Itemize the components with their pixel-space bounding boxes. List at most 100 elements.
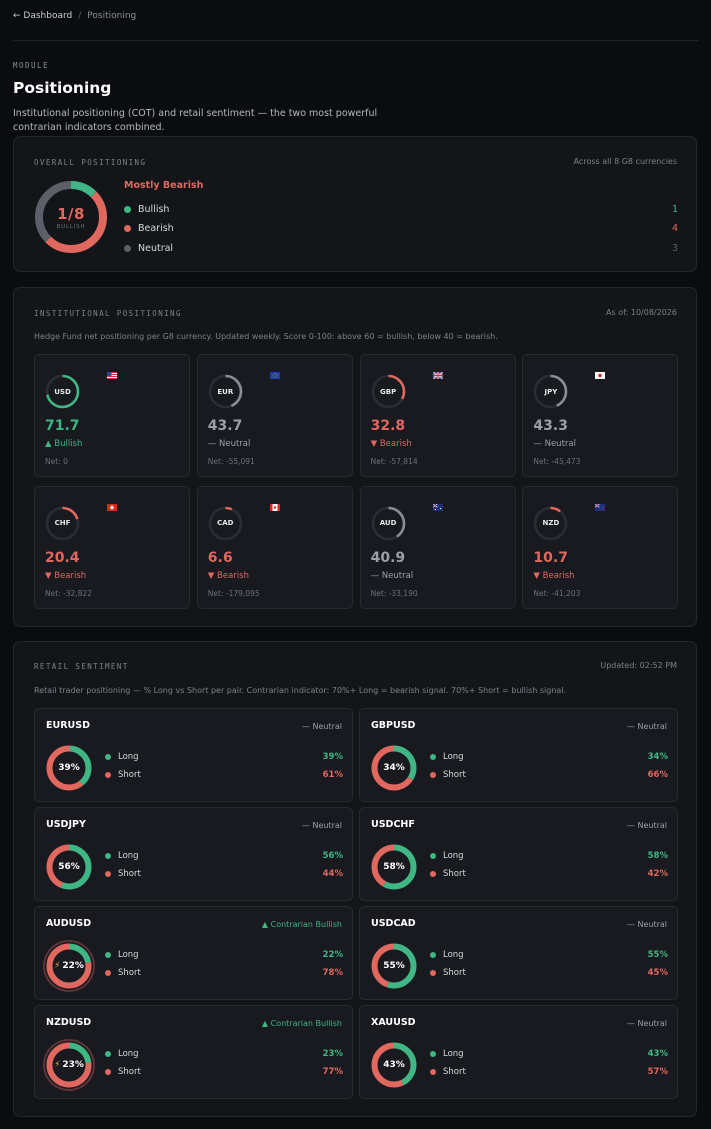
lightning-icon: ⚡ bbox=[54, 1060, 61, 1070]
short-dot bbox=[105, 871, 111, 877]
long-dot bbox=[105, 754, 111, 760]
pair-tile-audusd[interactable]: AUDUSD ▲ Contrarian Bullish ⚡ 22% Long 22% Sho… bbox=[34, 906, 353, 1000]
module-label: MODULE bbox=[13, 61, 50, 70]
long-label: Long bbox=[118, 851, 139, 861]
currency-tile-nzd[interactable]: NZD 10.7 ▼ Bearish Net: -41,203 bbox=[522, 485, 679, 609]
currency-score: 40.9 bbox=[370, 549, 406, 566]
pair-signal: — Neutral bbox=[301, 722, 342, 731]
currency-net: Net: 0 bbox=[45, 457, 68, 466]
currency-net: Net: -55,091 bbox=[207, 457, 255, 466]
back-to-dashboard-link[interactable]: ← Dashboard bbox=[13, 11, 73, 21]
pair-tile-gbpusd[interactable]: GBPUSD — Neutral 34% Long 34% Short 66% bbox=[359, 708, 678, 802]
currency-tile-jpy[interactable]: JPY 43.3 — Neutral Net: -45,473 bbox=[522, 354, 679, 477]
currency-score: 10.7 bbox=[533, 549, 568, 566]
long-dot bbox=[430, 952, 436, 958]
score-ring bbox=[371, 506, 405, 540]
score-ring bbox=[45, 506, 80, 540]
long-dot bbox=[430, 853, 436, 859]
retail-description: Retail trader positioning — % Long vs Sh… bbox=[34, 686, 567, 695]
long-value: 22% bbox=[322, 950, 343, 960]
short-row: Short 45% bbox=[430, 968, 668, 978]
short-label: Short bbox=[443, 869, 466, 879]
pair-donut bbox=[371, 943, 417, 989]
short-value: 61% bbox=[322, 770, 343, 780]
ca-flag-icon bbox=[269, 496, 280, 511]
overall-positioning-card: OVERALL POSITIONING Across all 8 G8 curr… bbox=[13, 136, 697, 272]
pair-donut bbox=[46, 943, 92, 989]
currency-tile-aud[interactable]: AUD 40.9 — Neutral Net: -33,190 bbox=[359, 485, 516, 609]
pair-tile-xauusd[interactable]: XAUUSD — Neutral 43% Long 43% Short 57% bbox=[359, 1005, 678, 1099]
currency-code: CHF bbox=[54, 519, 71, 527]
retail-updated: Updated: 02:52 PM bbox=[600, 661, 677, 670]
currency-bias: — Neutral bbox=[370, 570, 414, 581]
pair-signal: — Neutral bbox=[301, 821, 342, 830]
long-dot bbox=[430, 1051, 436, 1057]
short-label: Short bbox=[118, 770, 141, 780]
short-row: Short 77% bbox=[105, 1067, 343, 1077]
currency-score: 43.3 bbox=[533, 418, 568, 434]
pair-center: ⚡ 22% bbox=[45, 942, 93, 990]
short-value: 77% bbox=[322, 1067, 343, 1077]
currency-bias: — Neutral bbox=[207, 439, 251, 449]
long-label: Long bbox=[443, 851, 464, 861]
long-value: 23% bbox=[322, 1049, 343, 1059]
breadcrumb: ← Dashboard / Positioning bbox=[13, 11, 136, 21]
long-value: 39% bbox=[322, 752, 343, 762]
currency-tile-usd[interactable]: USD 71.7 ▲ Bullish Net: 0 bbox=[34, 354, 190, 477]
pair-tile-usdjpy[interactable]: USDJPY — Neutral 56% Long 56% Short 44% bbox=[34, 807, 353, 901]
currency-net: Net: -179,095 bbox=[207, 588, 260, 598]
score-ring-fill bbox=[371, 374, 405, 409]
overall-label: OVERALL POSITIONING bbox=[34, 158, 147, 167]
currency-net: Net: -57,814 bbox=[370, 457, 418, 466]
short-row: Short 57% bbox=[430, 1067, 668, 1077]
pair-tile-usdcad[interactable]: USDCAD — Neutral 55% Long 55% Short 45% bbox=[359, 906, 678, 1000]
long-row: Long 34% bbox=[430, 752, 668, 762]
long-label: Long bbox=[443, 1049, 464, 1059]
legend-row-neutral: Neutral 3 bbox=[124, 241, 678, 255]
currency-tile-chf[interactable]: CHF 20.4 ▼ Bearish Net: -32,822 bbox=[34, 485, 190, 609]
page-subtitle: Institutional positioning (COT) and reta… bbox=[13, 108, 378, 133]
pair-center: 34% bbox=[370, 744, 418, 792]
pair-tile-nzdusd[interactable]: NZDUSD ▲ Contrarian Bullish ⚡ 23% Long 23% Sho… bbox=[34, 1005, 353, 1099]
overall-scope: Across all 8 G8 currencies bbox=[573, 157, 677, 166]
overall-ratio-caption: BULLISH bbox=[56, 223, 86, 230]
currency-bias: ▼ Bearish bbox=[370, 439, 412, 449]
score-ring bbox=[534, 374, 568, 409]
long-dot bbox=[105, 853, 111, 859]
currency-code: NZD bbox=[542, 519, 560, 527]
currency-code: GBP bbox=[379, 387, 397, 396]
currency-tile-gbp[interactable]: GBP 32.8 ▼ Bearish Net: -57,814 bbox=[359, 354, 516, 477]
overall-ratio: 1/8 bbox=[57, 204, 85, 223]
short-value: 45% bbox=[647, 968, 668, 978]
currency-code: USD bbox=[54, 387, 71, 396]
short-label: Short bbox=[118, 1067, 141, 1077]
currency-code: EUR bbox=[217, 387, 234, 396]
pair-long-percent: 55% bbox=[383, 961, 405, 971]
eu-flag-icon bbox=[269, 364, 280, 379]
long-value: 55% bbox=[647, 950, 668, 960]
header-divider bbox=[13, 40, 698, 41]
currency-tile-cad[interactable]: CAD 6.6 ▼ Bearish Net: -179,095 bbox=[196, 485, 353, 609]
short-row: Short 61% bbox=[105, 770, 343, 780]
currency-tile-eur[interactable]: EUR 43.7 — Neutral Net: -55,091 bbox=[196, 354, 353, 477]
pair-signal: ▲ Contrarian Bullish bbox=[261, 920, 342, 929]
currency-bias: ▼ Bearish bbox=[533, 570, 575, 581]
score-ring-fill bbox=[534, 374, 568, 409]
currency-bias: ▼ Bearish bbox=[45, 570, 87, 581]
short-dot bbox=[430, 772, 436, 778]
pair-donut bbox=[371, 844, 417, 890]
short-label: Short bbox=[118, 869, 141, 879]
long-dot bbox=[105, 952, 111, 958]
pair-donut bbox=[46, 844, 92, 890]
ch-flag-icon bbox=[107, 496, 117, 511]
pair-signal: — Neutral bbox=[626, 722, 667, 731]
legend-dot bbox=[124, 205, 131, 213]
long-row: Long 43% bbox=[430, 1049, 668, 1059]
score-ring-fill bbox=[45, 506, 80, 540]
pair-tile-eurusd[interactable]: EURUSD — Neutral 39% Long 39% Short 61% bbox=[34, 708, 353, 802]
pair-signal: — Neutral bbox=[626, 920, 667, 929]
pair-center: 56% bbox=[45, 843, 93, 891]
legend-label: Bearish bbox=[138, 223, 174, 234]
pair-tile-usdchf[interactable]: USDCHF — Neutral 58% Long 58% Short 42% bbox=[359, 807, 678, 901]
overall-donut-center: 1/8 BULLISH bbox=[33, 179, 109, 255]
